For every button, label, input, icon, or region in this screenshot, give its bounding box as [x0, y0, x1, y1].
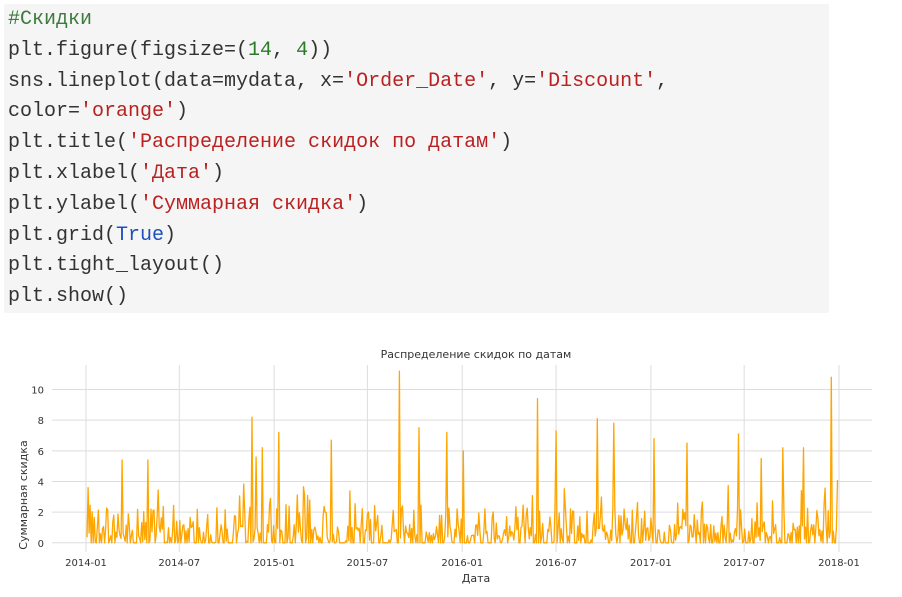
y-tick-label: 0	[38, 539, 44, 550]
y-tick-label: 10	[31, 386, 44, 397]
x-tick-label: 2016-07	[535, 558, 577, 569]
code-token: plt.show()	[8, 285, 129, 309]
code-line: plt.ylabel('Суммарная скидка')	[8, 190, 829, 221]
y-tick-label: 4	[38, 477, 44, 488]
code-token: 'Order_Date'	[344, 69, 489, 93]
code-token: )	[212, 161, 225, 185]
y-tick-label: 2	[38, 508, 44, 519]
code-token: 'Дата'	[140, 161, 213, 185]
code-cell[interactable]: #Скидки plt.figure(figsize=(14, 4)) sns.li…	[4, 4, 829, 313]
code-token: ))	[308, 38, 333, 62]
code-line: sns.lineplot(data=mydata, x='Order_Date'…	[8, 67, 829, 98]
code-token: plt.figure(figsize=(	[8, 38, 249, 62]
code-token: )	[356, 192, 369, 216]
chart-title: Распределение скидок по датам	[381, 348, 572, 361]
code-token: plt.tight_layout()	[8, 254, 225, 278]
code-token: sns.lineplot(data=mydata, x=	[8, 69, 345, 93]
code-line: color='orange')	[8, 97, 829, 128]
code-token: 14	[248, 38, 273, 62]
code-token: ,	[272, 38, 297, 62]
x-tick-label: 2017-07	[723, 558, 765, 569]
code-token: plt.xlabel(	[8, 161, 141, 185]
line-chart: Распределение скидок по датам Дата Сумма…	[17, 348, 872, 585]
y-axis-label: Суммарная скидка	[17, 440, 30, 549]
code-token: )	[164, 223, 177, 247]
x-tick-label: 2018-01	[818, 558, 860, 569]
code-line: plt.title('Распределение скидок по датам…	[8, 128, 829, 159]
code-line: plt.tight_layout()	[8, 251, 829, 282]
code-token: 'Discount'	[536, 69, 657, 93]
code-line: plt.figure(figsize=(14, 4))	[8, 36, 829, 67]
code-token: color=	[8, 100, 81, 124]
tick-labels: 0 2 4 6 8 10 2014-01 2014-07 2015-01 2015-07 2016-…	[31, 386, 860, 569]
x-tick-label: 2015-01	[253, 558, 295, 569]
code-token: plt.grid(	[8, 223, 117, 247]
code-token: plt.title(	[8, 131, 129, 155]
code-token: )	[176, 100, 189, 124]
code-token: 'orange'	[80, 100, 177, 124]
grid	[52, 365, 872, 552]
code-line: #Скидки	[8, 5, 829, 36]
discount-line	[86, 370, 839, 544]
x-tick-label: 2014-07	[158, 558, 200, 569]
code-token: ,	[656, 69, 669, 93]
x-axis-label: Дата	[462, 572, 490, 585]
code-line: plt.show()	[8, 282, 829, 313]
x-tick-label: 2014-01	[65, 558, 107, 569]
code-token: 'Распределение скидок по датам'	[128, 131, 501, 155]
x-tick-label: 2017-01	[630, 558, 672, 569]
code-line: plt.grid(True)	[8, 221, 829, 252]
code-token: 'Суммарная скидка'	[140, 192, 357, 216]
code-token: 4	[296, 38, 309, 62]
code-token: plt.ylabel(	[8, 192, 141, 216]
y-tick-label: 8	[38, 416, 44, 427]
x-tick-label: 2016-01	[441, 558, 483, 569]
y-tick-label: 6	[38, 447, 44, 458]
code-token: True	[116, 223, 165, 247]
code-line: plt.xlabel('Дата')	[8, 159, 829, 190]
x-tick-label: 2015-07	[347, 558, 389, 569]
code-token: , y=	[488, 69, 537, 93]
series-layer	[86, 370, 839, 544]
code-token: #Скидки	[8, 8, 93, 31]
plot-output: Распределение скидок по датам Дата Сумма…	[0, 340, 902, 592]
code-token: )	[500, 131, 513, 155]
